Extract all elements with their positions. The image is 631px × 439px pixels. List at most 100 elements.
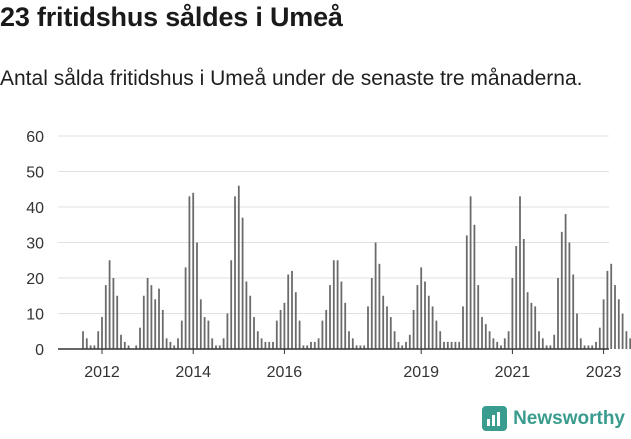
bar — [621, 313, 624, 349]
chart-title: 23 fritidshus såldes i Umeå — [0, 2, 343, 32]
bar — [196, 242, 198, 349]
bar — [602, 299, 605, 349]
bar — [150, 285, 153, 349]
bar — [230, 260, 233, 349]
bar — [146, 278, 149, 349]
bar — [123, 341, 126, 349]
bar — [629, 338, 631, 349]
bar — [222, 338, 225, 349]
bar — [420, 267, 423, 349]
bar — [465, 235, 468, 349]
bar — [549, 345, 552, 349]
bar — [321, 320, 324, 349]
bar — [462, 306, 464, 349]
bar — [454, 341, 457, 349]
bar — [348, 331, 350, 349]
bar — [351, 338, 354, 349]
bar — [446, 341, 449, 349]
bar — [127, 345, 130, 349]
bar — [142, 295, 145, 349]
bar — [359, 345, 362, 349]
bar — [572, 274, 575, 349]
bar — [386, 306, 388, 349]
bar — [591, 345, 594, 349]
bar — [249, 295, 252, 349]
bar — [272, 341, 274, 349]
bar — [511, 278, 514, 349]
bar — [408, 334, 411, 349]
bar — [606, 270, 609, 349]
bar — [329, 285, 331, 349]
bar — [184, 267, 187, 349]
bar — [199, 299, 202, 349]
bar — [412, 309, 415, 349]
bar — [101, 317, 103, 349]
bar — [97, 331, 100, 349]
bar — [291, 270, 293, 349]
bar — [226, 313, 229, 349]
bar — [237, 185, 240, 349]
bar — [598, 327, 601, 349]
bar — [469, 196, 472, 349]
bar — [614, 285, 616, 349]
bar — [158, 288, 160, 349]
bar — [192, 192, 195, 349]
bar — [93, 345, 96, 349]
x-tick-label: 2023 — [586, 364, 622, 381]
bar — [553, 334, 556, 349]
bar — [530, 302, 533, 349]
bar — [203, 317, 206, 349]
bar — [215, 345, 217, 349]
bar — [541, 338, 544, 349]
bar — [397, 341, 400, 349]
y-tick-label: 0 — [35, 342, 44, 359]
bar — [443, 341, 445, 349]
bar — [515, 246, 518, 349]
bar — [169, 341, 172, 349]
bar — [287, 274, 290, 349]
bar — [306, 345, 309, 349]
bar — [458, 341, 461, 349]
bar — [401, 345, 404, 349]
y-tick-label: 40 — [26, 200, 44, 217]
bar — [370, 278, 373, 349]
bar — [260, 338, 263, 349]
bar — [595, 341, 597, 349]
x-tick-label: 2019 — [403, 364, 439, 381]
bar — [177, 338, 179, 349]
bar — [218, 345, 221, 349]
bar — [625, 331, 628, 349]
bar — [161, 309, 164, 349]
bar — [264, 341, 267, 349]
bar — [481, 317, 483, 349]
bar — [439, 331, 442, 349]
bar — [477, 285, 480, 349]
bar — [310, 341, 312, 349]
bar — [89, 345, 92, 349]
bar — [519, 196, 521, 349]
chart-subtitle: Antal sålda fritidshus i Umeå under de s… — [0, 67, 583, 90]
y-tick-label: 60 — [26, 129, 44, 146]
bar — [473, 224, 476, 349]
bar — [545, 345, 548, 349]
y-tick-label: 50 — [26, 165, 44, 182]
bar — [279, 309, 282, 349]
bar — [367, 306, 369, 349]
bar — [435, 320, 438, 349]
bar — [82, 331, 84, 349]
bar — [120, 334, 122, 349]
x-axis: 2012201420162019202120232025 — [58, 348, 622, 381]
bar-chart: 0 10 20 30 40 50 60 2012 2014 2016 2019 2021 2023 20… — [26, 129, 631, 381]
bar — [507, 331, 510, 349]
bar — [405, 341, 407, 349]
x-tick-label: 2014 — [175, 364, 211, 381]
bar — [173, 345, 176, 349]
x-tick-label: 2021 — [495, 364, 531, 381]
bar — [116, 295, 119, 349]
x-tick-label: 2012 — [84, 364, 120, 381]
bar — [484, 324, 487, 349]
bar — [241, 217, 244, 349]
bar — [313, 341, 316, 349]
bar — [207, 320, 210, 349]
y-tick-label: 10 — [26, 307, 44, 324]
